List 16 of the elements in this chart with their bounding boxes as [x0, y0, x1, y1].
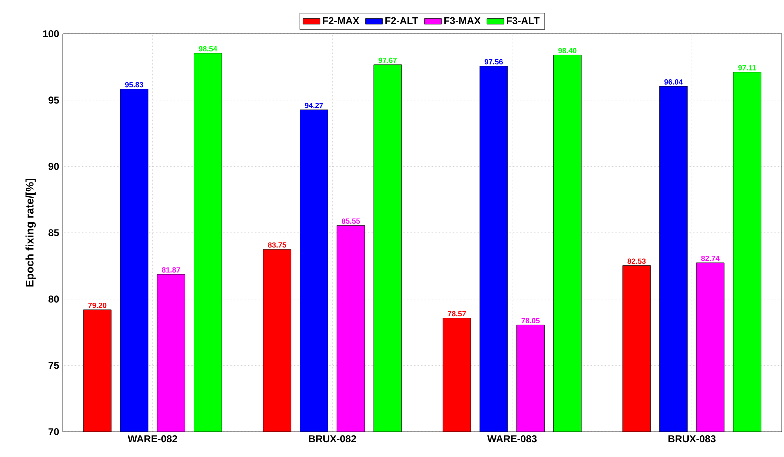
y-tick-label: 100 — [43, 30, 60, 38]
legend-label: F3-ALT — [507, 17, 540, 24]
y-tick-label: 85 — [48, 229, 60, 237]
legend-label: F2-ALT — [386, 17, 418, 24]
y-tick-label: 90 — [48, 163, 60, 170]
y-tick-label: 70 — [48, 428, 60, 436]
legend-label: F3-MAX — [444, 17, 481, 24]
x-tick-label: BRUX-083 — [668, 436, 716, 443]
y-axis-title: Epoch fixing rate/[%] — [26, 179, 36, 287]
x-tick-label: WARE-082 — [128, 436, 178, 443]
y-tick-label: 75 — [48, 362, 60, 370]
legend-label: F2-MAX — [323, 17, 360, 24]
y-tick-label: 95 — [48, 96, 60, 104]
x-tick-label: WARE-083 — [487, 436, 537, 443]
y-tick-label: 80 — [48, 296, 60, 303]
x-tick-label: BRUX-082 — [309, 436, 356, 443]
